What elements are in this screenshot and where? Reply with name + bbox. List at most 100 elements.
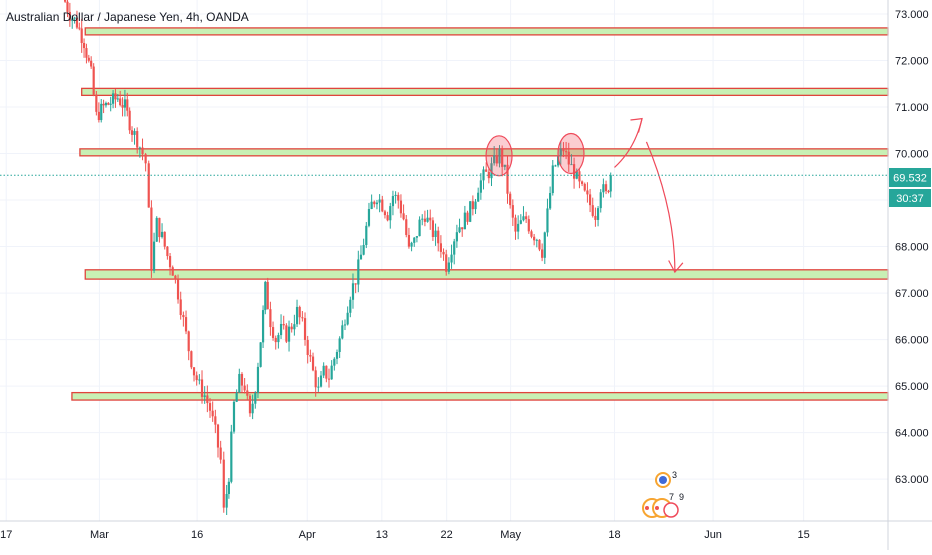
y-tick-label: 67.000: [895, 288, 929, 300]
y-tick-label: 65.000: [895, 381, 929, 393]
candle-body: [370, 201, 373, 209]
candle-body: [609, 175, 612, 192]
candle-body: [418, 219, 421, 237]
candle-body: [607, 191, 610, 193]
candle-body: [429, 217, 432, 221]
events-icons[interactable]: 3 7 9: [642, 470, 684, 518]
event-icon[interactable]: [663, 502, 679, 518]
candle-body: [287, 326, 291, 342]
candle-body: [100, 103, 103, 121]
candle-body: [463, 212, 466, 230]
candle-body: [535, 239, 538, 241]
candle-body: [596, 208, 600, 220]
candle-body: [365, 225, 368, 245]
candle-body: [594, 215, 597, 220]
candle-body: [578, 171, 581, 182]
candle-body: [357, 259, 360, 285]
candle-body: [64, 0, 67, 2]
candle-body: [126, 99, 129, 111]
candle-body: [439, 243, 442, 252]
candle-body: [298, 306, 301, 318]
candle-body: [317, 386, 320, 388]
candle-body: [121, 105, 124, 108]
candle-body: [219, 447, 222, 460]
candle-body: [333, 358, 336, 366]
y-tick-label: 71.000: [895, 102, 929, 114]
x-tick-label: Mar: [90, 529, 109, 541]
candle-body: [565, 151, 568, 153]
zones: [71, 27, 889, 401]
sr-zone: [79, 148, 889, 157]
candle-body: [123, 99, 127, 108]
candle-body: [559, 148, 562, 156]
sr-zone: [81, 87, 889, 97]
candle-body: [469, 201, 472, 222]
candle-body: [264, 281, 267, 311]
candle-body: [271, 327, 275, 338]
candle-body: [490, 163, 493, 179]
y-tick-label: 63.000: [895, 474, 929, 486]
countdown-label: 30:37: [896, 193, 924, 205]
candle-body: [150, 207, 153, 271]
candle-body: [503, 164, 506, 167]
candle-body: [389, 206, 392, 221]
candle-body: [87, 57, 90, 61]
candle-body: [235, 392, 238, 402]
candle-body: [116, 98, 119, 100]
candle-body: [240, 373, 244, 386]
candle-body: [341, 325, 344, 339]
candle-body: [206, 395, 209, 404]
candle-body: [367, 208, 371, 226]
candle-body: [246, 390, 249, 396]
candle-body: [586, 190, 589, 195]
candle-body: [75, 17, 79, 28]
candle-body: [434, 230, 437, 238]
candle-body: [391, 196, 395, 207]
candle-body: [397, 194, 400, 201]
candle-body: [269, 309, 272, 328]
candle-body: [109, 103, 112, 105]
candle-body: [442, 251, 445, 255]
candle-body: [82, 42, 86, 49]
candle-body: [362, 244, 365, 255]
candle-body: [166, 246, 169, 257]
candle-body: [570, 164, 573, 166]
candle-body: [572, 164, 576, 179]
candle-body: [128, 110, 131, 131]
candle-body: [511, 205, 514, 218]
candle-body: [477, 192, 480, 202]
arrow-up-head: [630, 117, 643, 133]
candle-body: [405, 219, 408, 235]
candle-body: [461, 227, 464, 230]
chart-title: Australian Dollar / Japanese Yen, 4h, OA…: [6, 10, 249, 24]
candle-body: [557, 155, 560, 166]
candle-body: [130, 130, 134, 135]
candle-body: [567, 151, 570, 165]
candle-body: [102, 103, 105, 106]
candle-body: [450, 254, 453, 263]
candle-body: [509, 193, 512, 206]
candle-body: [119, 98, 122, 106]
candle-body: [309, 355, 312, 357]
candle-body: [327, 378, 331, 380]
candle-body: [243, 385, 246, 391]
event-count-9: 9: [679, 492, 684, 502]
candle-body: [498, 148, 501, 164]
candle-body: [190, 351, 193, 368]
x-axis[interactable]: 17 Mar 16 Apr 13 22 May 18 Jun 15: [0, 529, 810, 541]
candle-body: [279, 323, 283, 336]
candle-body: [410, 242, 413, 247]
candle-body: [158, 217, 161, 238]
y-tick-label: 66.000: [895, 335, 929, 347]
candle-body: [325, 365, 328, 379]
candle-body: [378, 199, 381, 203]
candle-body: [402, 213, 405, 220]
candle-body: [421, 218, 424, 220]
candle-body: [349, 299, 352, 313]
y-axis[interactable]: 63.00064.00065.00066.00067.00068.00069.0…: [895, 9, 929, 486]
candle-body: [68, 11, 71, 21]
candle-body: [343, 324, 347, 326]
candle-body: [383, 211, 387, 216]
candle-body: [133, 131, 136, 135]
candle-body: [322, 365, 325, 376]
